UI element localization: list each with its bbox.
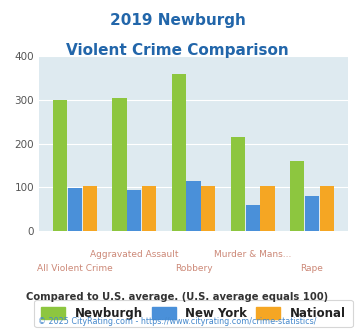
Legend: Newburgh, New York, National: Newburgh, New York, National	[34, 300, 353, 327]
Text: Aggravated Assault: Aggravated Assault	[90, 250, 179, 259]
Bar	[186, 181, 201, 231]
Bar	[127, 190, 141, 231]
Bar	[305, 196, 319, 231]
Bar	[142, 186, 156, 231]
Bar	[112, 98, 126, 231]
Bar	[246, 205, 260, 231]
Bar	[231, 137, 245, 231]
Bar	[261, 186, 275, 231]
Text: Robbery: Robbery	[175, 264, 212, 273]
Text: Murder & Mans...: Murder & Mans...	[214, 250, 291, 259]
Text: All Violent Crime: All Violent Crime	[37, 264, 113, 273]
Bar	[53, 100, 67, 231]
Bar	[290, 161, 304, 231]
Bar	[201, 186, 215, 231]
Text: 2019 Newburgh: 2019 Newburgh	[110, 13, 245, 28]
Text: Violent Crime Comparison: Violent Crime Comparison	[66, 43, 289, 58]
Text: © 2025 CityRating.com - https://www.cityrating.com/crime-statistics/: © 2025 CityRating.com - https://www.city…	[38, 317, 317, 326]
Bar	[83, 186, 97, 231]
Bar	[68, 188, 82, 231]
Bar	[171, 74, 186, 231]
Bar	[320, 186, 334, 231]
Text: Compared to U.S. average. (U.S. average equals 100): Compared to U.S. average. (U.S. average …	[26, 292, 329, 302]
Text: Rape: Rape	[300, 264, 323, 273]
